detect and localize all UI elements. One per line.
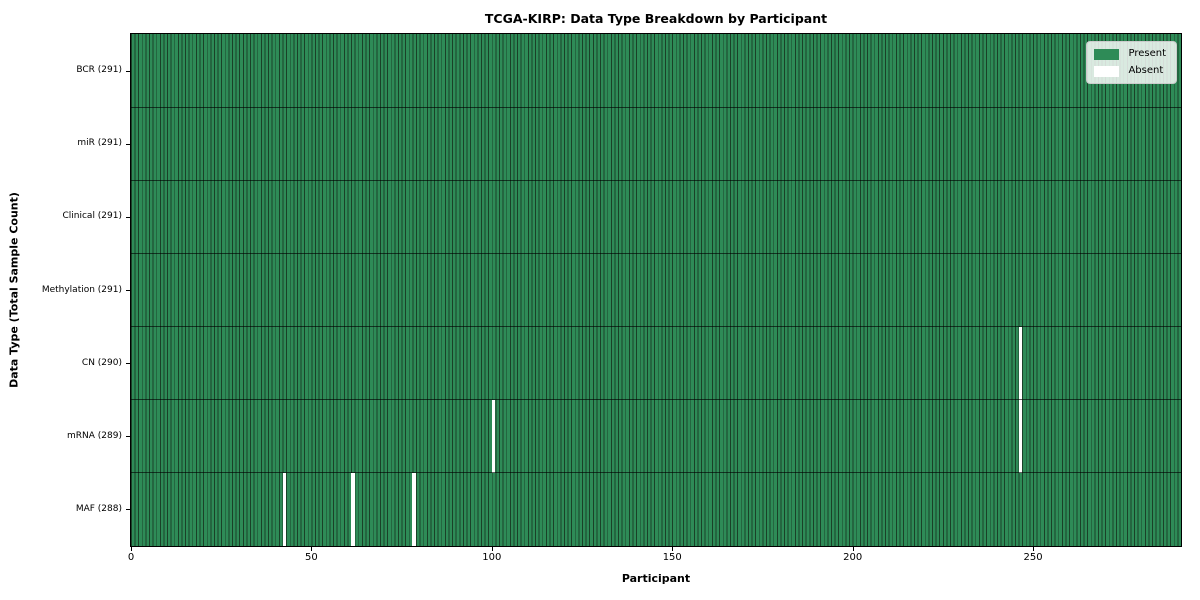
x-tick-mark <box>131 547 132 551</box>
legend-swatch-present-icon <box>1094 48 1120 60</box>
x-tick-label-150: 150 <box>662 552 682 563</box>
y-tick-label-bcr: BCR (291) <box>76 65 122 76</box>
x-tick-label-0: 0 <box>127 552 135 563</box>
absent-bar-cn-246 <box>1018 326 1023 400</box>
y-tick-mark <box>126 143 130 145</box>
x-tick-mark <box>311 547 313 551</box>
x-tick-mark <box>852 547 854 551</box>
y-tick-mark <box>126 436 130 438</box>
row-divider <box>131 252 1181 254</box>
x-tick-label-200: 200 <box>843 552 863 563</box>
y-tick-label-cn: CN (290) <box>81 357 122 368</box>
row-divider <box>131 472 1181 474</box>
x-tick-label-250: 250 <box>1023 552 1043 563</box>
legend: Present Absent <box>1086 41 1177 84</box>
y-tick-mark <box>126 216 130 218</box>
row-divider <box>131 179 1181 181</box>
plot-area: Present Absent <box>130 33 1182 547</box>
absent-bar-mrna-246 <box>1018 399 1023 473</box>
y-tick-label-clinical: Clinical (291) <box>62 211 122 222</box>
x-axis-label: Participant <box>621 572 691 585</box>
y-tick-mark <box>126 509 130 511</box>
legend-entry-absent: Absent <box>1094 65 1166 77</box>
x-tick-label-50: 50 <box>305 552 318 563</box>
x-tick-mark <box>1033 547 1035 551</box>
row-divider <box>131 399 1181 401</box>
y-tick-label-maf: MAF (288) <box>75 503 122 514</box>
y-tick-mark <box>126 290 130 291</box>
y-tick-mark <box>126 70 130 72</box>
absent-bar-maf-61 <box>351 472 355 546</box>
legend-swatch-absent-icon <box>1094 65 1120 77</box>
absent-bar-maf-42 <box>282 472 287 546</box>
absent-bar-maf-78 <box>412 472 417 546</box>
row-divider <box>131 326 1181 328</box>
y-tick-label-methylation: Methylation (291) <box>41 284 122 295</box>
y-tick-mark <box>126 363 130 365</box>
y-tick-label-mrna: mRNA (289) <box>67 430 122 441</box>
legend-entry-present: Present <box>1094 48 1166 60</box>
legend-label-present: Present <box>1128 48 1166 59</box>
x-tick-mark <box>672 547 674 551</box>
x-tick-mark <box>491 547 493 551</box>
x-tick-label-100: 100 <box>482 552 502 563</box>
row-divider <box>131 106 1181 108</box>
chart-title: TCGA-KIRP: Data Type Breakdown by Partic… <box>484 11 828 26</box>
y-tick-label-mir: miR (291) <box>77 138 122 149</box>
absent-bar-mrna-100 <box>491 399 496 473</box>
legend-label-absent: Absent <box>1128 65 1164 76</box>
